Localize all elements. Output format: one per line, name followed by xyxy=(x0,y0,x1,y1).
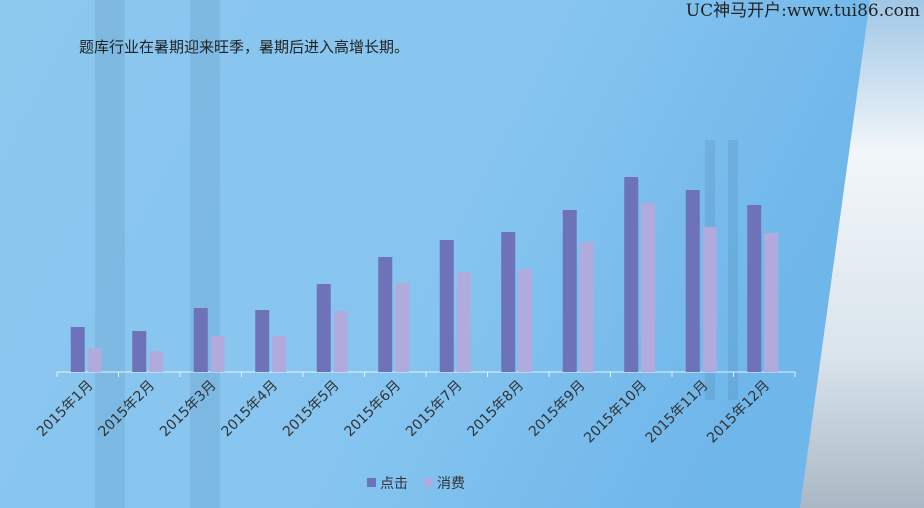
bar xyxy=(378,257,393,372)
bar xyxy=(132,331,147,372)
bar xyxy=(702,227,717,372)
bar xyxy=(87,348,102,372)
bar xyxy=(518,269,533,372)
legend-label: 消费 xyxy=(437,476,465,492)
bar xyxy=(70,327,85,372)
legend-swatch xyxy=(367,478,376,487)
bar xyxy=(272,336,287,372)
bar xyxy=(501,232,516,372)
bar xyxy=(456,272,471,372)
chart-title: 题库行业在暑期迎来旺季，暑期后进入高增长期。 xyxy=(79,38,409,56)
bar xyxy=(747,205,762,372)
watermark: UC神马开户:www.tui86.com xyxy=(686,1,920,21)
bar xyxy=(255,310,270,372)
bar xyxy=(685,190,700,372)
bar xyxy=(210,336,225,372)
bar xyxy=(562,210,577,372)
bar xyxy=(641,203,656,372)
bar xyxy=(395,283,410,372)
bar xyxy=(764,233,779,372)
bar xyxy=(149,351,164,372)
bar xyxy=(439,240,454,372)
bar xyxy=(193,308,208,372)
bar xyxy=(333,311,348,372)
legend-swatch xyxy=(424,478,433,487)
bar xyxy=(579,242,594,372)
bar xyxy=(316,284,331,372)
legend-label: 点击 xyxy=(380,476,408,492)
panel xyxy=(0,0,870,508)
bar xyxy=(624,177,639,372)
